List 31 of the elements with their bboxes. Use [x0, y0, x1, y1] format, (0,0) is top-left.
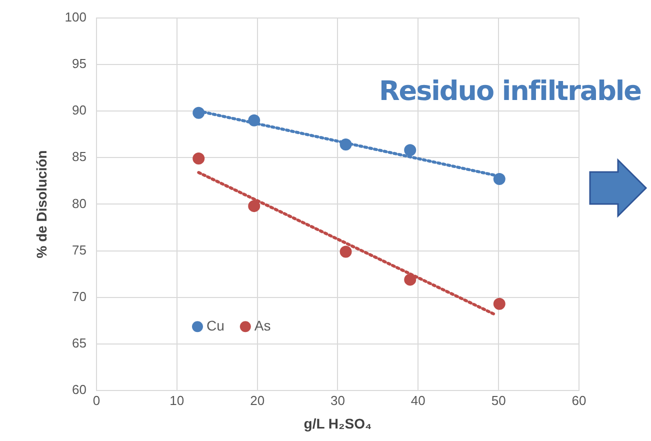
point — [404, 144, 416, 156]
y-tick-label: 75 — [72, 242, 86, 258]
x-tick-label: 0 — [92, 392, 100, 408]
x-tick-label: 30 — [330, 392, 345, 408]
y-tick-label: 70 — [72, 288, 86, 304]
legend-label: Cu — [206, 317, 224, 334]
point — [248, 114, 260, 126]
point — [340, 246, 352, 258]
point — [192, 106, 205, 119]
y-tick-label: 95 — [72, 56, 86, 71]
x-tick-label: 20 — [250, 392, 265, 408]
point — [404, 274, 416, 286]
x-tick-label: 10 — [170, 392, 184, 408]
legend-label: As — [254, 317, 271, 334]
x-tick-label: 60 — [572, 392, 586, 408]
y-tick-label: 80 — [72, 196, 86, 211]
y-tick-label: 100 — [64, 9, 86, 24]
x-axis-title: g/L H₂SO₄ — [304, 415, 372, 432]
point — [248, 200, 260, 212]
point — [192, 152, 205, 165]
y-tick-label: 85 — [72, 149, 86, 164]
point — [340, 138, 352, 151]
point — [493, 173, 506, 186]
y-tick-label: 90 — [72, 102, 86, 118]
y-tick-label: 60 — [72, 382, 86, 398]
annotation: Residuo infiltrable — [379, 76, 641, 107]
point — [493, 298, 506, 310]
x-tick-label: 40 — [410, 392, 426, 408]
y-axis-title: % de Disolución — [33, 150, 50, 258]
y-tick-label: 65 — [72, 336, 86, 351]
x-tick-label: 50 — [491, 392, 506, 408]
